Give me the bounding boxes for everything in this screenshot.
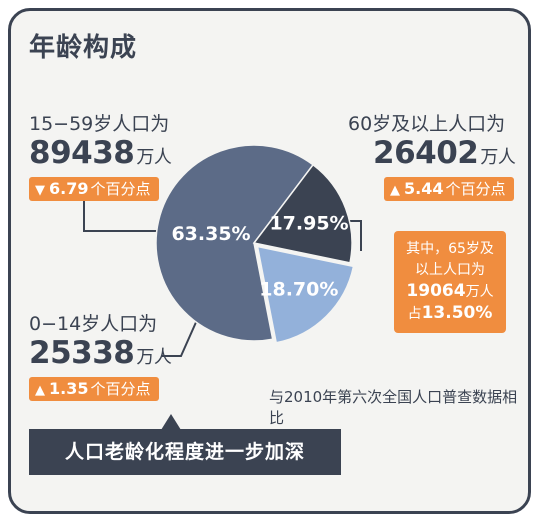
note-line-1: 其中，65岁及 xyxy=(406,241,494,257)
arrow-down-icon: ▼ xyxy=(35,183,45,198)
pie-slice-0 xyxy=(155,144,315,342)
chart-title: 年龄构成 xyxy=(29,33,138,63)
pie-slice-label-2: 18.70% xyxy=(259,278,338,300)
pie-chart: 63.35% 17.95% 18.70% xyxy=(83,144,362,357)
children-value-row: 25338 万人 xyxy=(29,335,172,371)
note-value: 19064 xyxy=(406,281,466,301)
over-65-note: 其中，65岁及 以上人口为 19064万人 占13.50% xyxy=(394,231,506,333)
working-age-change-badge: ▼ 6.79 个百分点 xyxy=(29,177,159,201)
elderly-change: 5.44 xyxy=(404,179,444,198)
children-change-unit: 个百分点 xyxy=(90,380,151,398)
infographic-card: 年龄构成 63.35% 17.95% 18.70% 15−59岁人口为 89438 万… xyxy=(8,8,531,514)
note-line-2: 以上人口为 xyxy=(415,262,485,278)
pie-slice-label-1: 17.95% xyxy=(269,212,348,234)
note-unit: 万人 xyxy=(465,284,494,300)
children-value: 25338 xyxy=(29,335,135,371)
pie-slice-1 xyxy=(252,163,353,264)
banner-pointer xyxy=(161,414,181,430)
working-age-change: 6.79 xyxy=(49,179,89,198)
working-age-change-unit: 个百分点 xyxy=(90,180,151,198)
aging-banner: 人口老龄化程度进一步加深 xyxy=(29,429,341,475)
note-share-prefix: 占 xyxy=(407,306,422,322)
working-age-unit: 万人 xyxy=(136,147,172,168)
pie-slice-label-0: 63.35% xyxy=(171,223,250,245)
pie-slice-2 xyxy=(256,245,355,344)
elderly-change-unit: 个百分点 xyxy=(445,180,506,198)
arrow-up-icon: ▲ xyxy=(35,383,45,398)
leader-line-elderly xyxy=(348,220,362,251)
working-age-value-row: 89438 万人 xyxy=(29,135,172,171)
children-unit: 万人 xyxy=(136,347,172,368)
children-change-badge: ▲ 1.35 个百分点 xyxy=(29,377,159,401)
elderly-value: 26402 xyxy=(373,135,479,171)
arrow-up-icon: ▲ xyxy=(390,183,400,198)
elderly-value-row: 26402 万人 xyxy=(373,135,516,171)
children-change: 1.35 xyxy=(49,379,89,398)
children-label: 0−14岁人口为 xyxy=(29,313,158,335)
note-share: 13.50% xyxy=(421,303,493,323)
working-age-value: 89438 xyxy=(29,135,135,171)
comparison-note: 与2010年第六次全国人口普查数据相比 xyxy=(269,388,518,427)
elderly-label: 60岁及以上人口为 xyxy=(348,113,506,135)
working-age-label: 15−59岁人口为 xyxy=(29,113,170,135)
elderly-unit: 万人 xyxy=(480,147,516,168)
leader-line-children xyxy=(161,310,202,357)
leader-line-working xyxy=(83,201,159,232)
elderly-change-badge: ▲ 5.44 个百分点 xyxy=(384,177,514,201)
